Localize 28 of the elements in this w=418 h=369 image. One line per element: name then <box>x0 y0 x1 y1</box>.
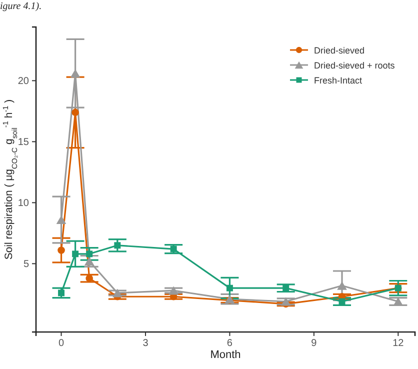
legend-label: Dried-sieved + roots <box>314 60 396 70</box>
point <box>112 288 122 298</box>
point <box>168 286 178 295</box>
legend-label: Fresh-Intact <box>314 76 363 86</box>
y-tick-label: 10 <box>18 198 30 209</box>
point <box>337 281 347 290</box>
x-axis-title: Month <box>210 349 241 361</box>
x-tick-label: 9 <box>311 338 318 350</box>
y-tick-label: 20 <box>18 76 30 87</box>
point <box>72 250 79 258</box>
point <box>280 297 291 306</box>
y-tick-label: 5 <box>23 258 30 270</box>
point <box>58 290 65 296</box>
x-tick-label: 6 <box>226 338 233 350</box>
point <box>70 69 80 78</box>
point <box>226 284 233 292</box>
text: igure 4.1). <box>0 1 42 12</box>
x-tick-label: 0 <box>58 338 64 350</box>
y-tick-label: 15 <box>18 136 30 148</box>
point <box>393 297 404 306</box>
x-tick-label: 12 <box>392 338 404 350</box>
point <box>170 246 177 252</box>
point <box>282 284 290 292</box>
legend-label: Dried-sieved <box>314 46 365 56</box>
point <box>58 246 65 254</box>
point <box>86 274 93 282</box>
point <box>72 108 79 116</box>
x-tick-label: 3 <box>142 338 149 350</box>
